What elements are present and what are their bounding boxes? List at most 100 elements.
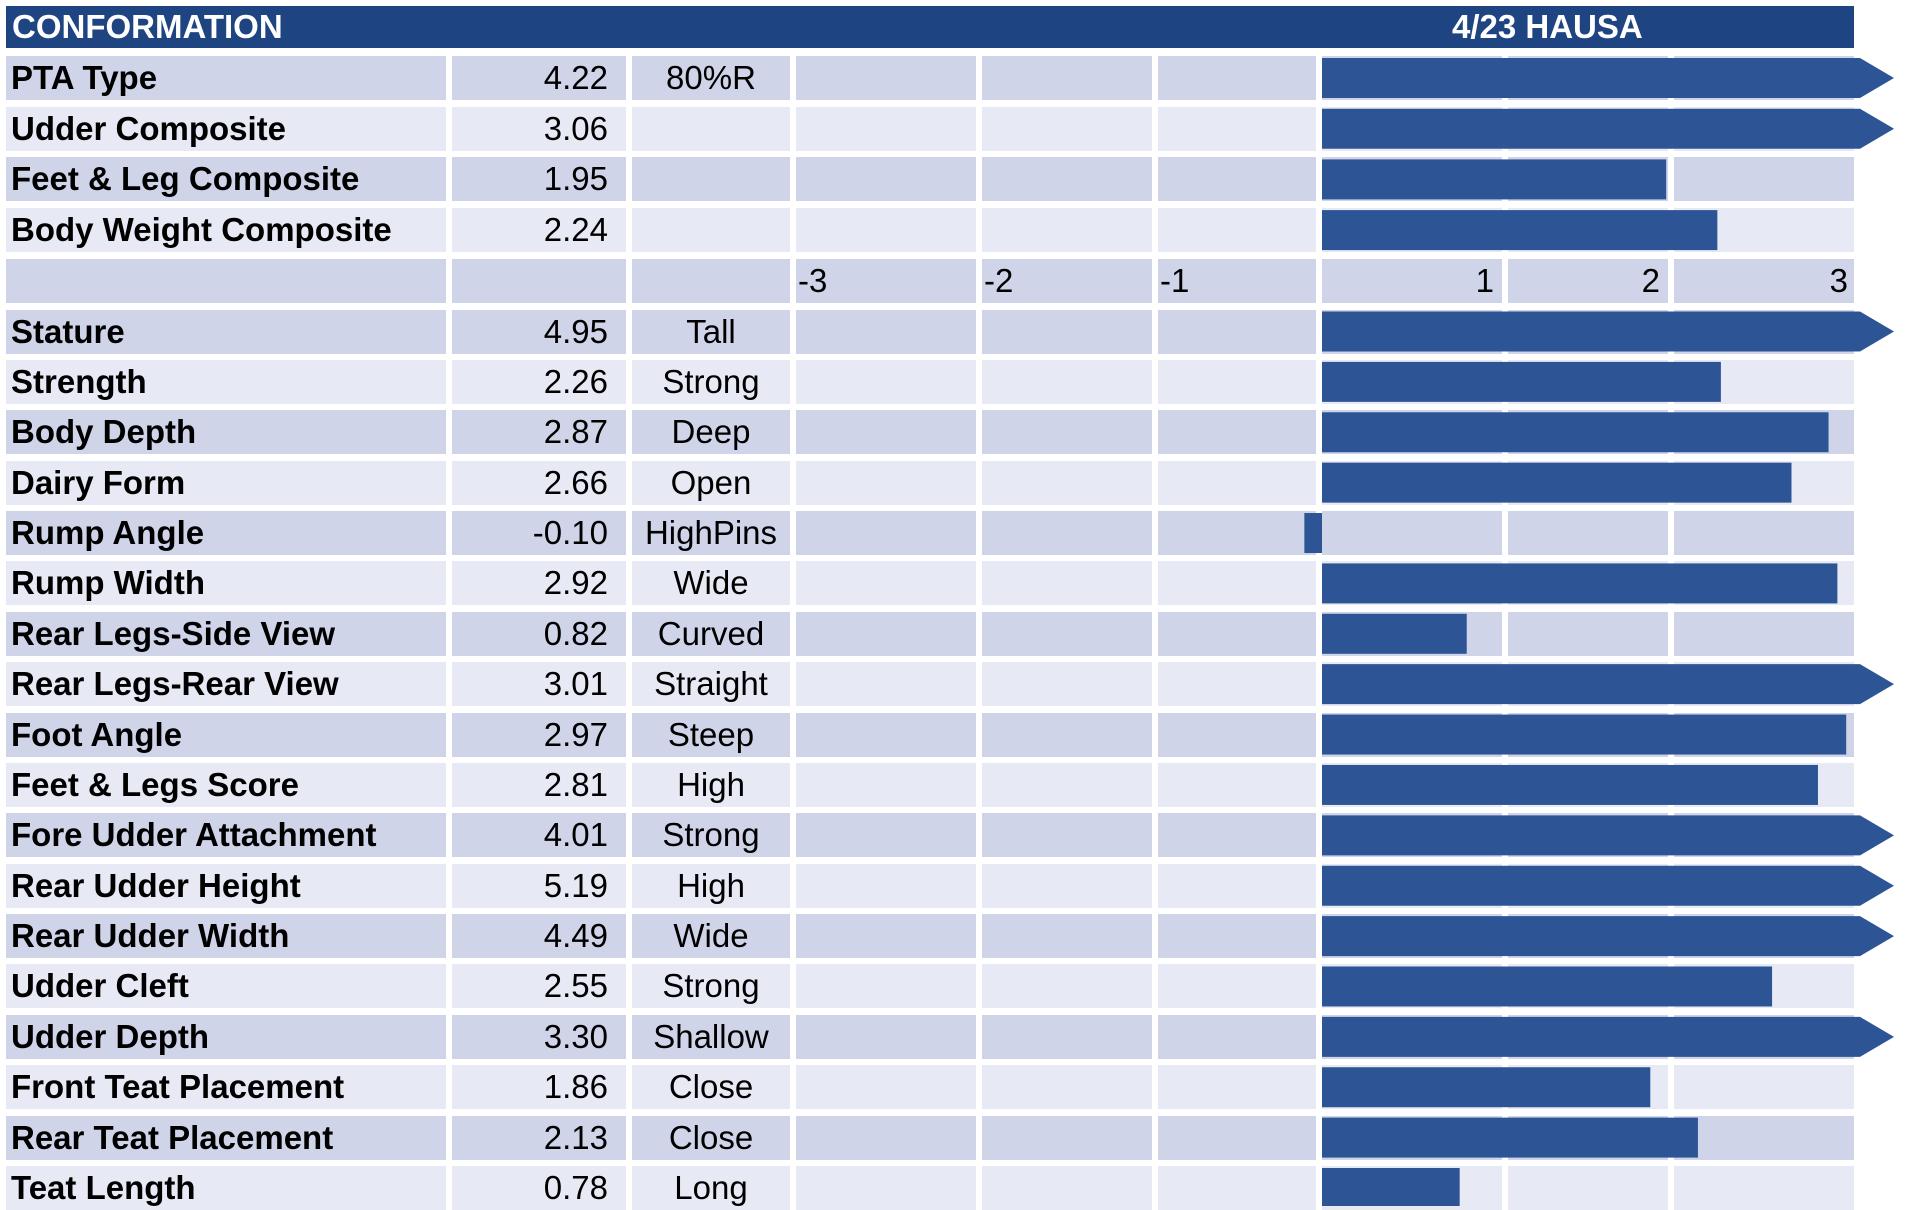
grid-cell: [982, 914, 1152, 959]
trait-descriptor: Wide: [632, 561, 790, 606]
grid-cell: [1674, 511, 1854, 556]
trait-value: 2.24: [452, 208, 626, 253]
trait-value: 4.22: [452, 56, 626, 100]
trait-value: 3.30: [452, 1014, 626, 1059]
trait-bar: [1322, 563, 1838, 604]
grid-cell: [796, 359, 976, 404]
grid-cell: [1508, 611, 1668, 656]
trait-value: 5.19: [452, 863, 626, 908]
evaluation-date: 4/23 HAUSA: [1452, 8, 1643, 45]
trait-label: Fore Udder Attachment: [6, 813, 446, 858]
trait-bar: [1322, 815, 1894, 856]
trait-label: Udder Cleft: [6, 964, 446, 1009]
grid-cell: [1158, 359, 1316, 404]
grid-cell: [982, 611, 1152, 656]
trait-value: 1.86: [452, 1065, 626, 1110]
trait-label: Front Teat Placement: [6, 1065, 446, 1110]
grid-cell: [796, 1014, 976, 1059]
grid-cell: [982, 208, 1152, 253]
axis-cell: [1674, 258, 1854, 303]
trait-label: Rump Width: [6, 561, 446, 606]
trait-value: 2.81: [452, 762, 626, 807]
grid-cell: [1674, 1166, 1854, 1210]
grid-cell: [796, 56, 976, 100]
trait-label: Rear Udder Width: [6, 914, 446, 959]
grid-cell: [982, 157, 1152, 202]
trait-value: 2.55: [452, 964, 626, 1009]
grid-cell: [1508, 1166, 1668, 1210]
trait-label: Strength: [6, 359, 446, 404]
axis-cell: [632, 258, 790, 303]
grid-cell: [1158, 208, 1316, 253]
trait-descriptor: [632, 208, 790, 253]
trait-bar: [1322, 764, 1818, 805]
grid-cell: [796, 157, 976, 202]
axis-tick-label: -2: [984, 261, 1014, 299]
grid-cell: [982, 1014, 1152, 1059]
trait-bar: [1322, 1016, 1894, 1057]
trait-bar: [1322, 311, 1894, 352]
grid-cell: [982, 511, 1152, 556]
grid-cell: [982, 964, 1152, 1009]
grid-cell: [1158, 914, 1316, 959]
axis-cell: [1158, 258, 1316, 303]
trait-descriptor: Open: [632, 460, 790, 505]
grid-cell: [796, 511, 976, 556]
trait-value: 1.95: [452, 157, 626, 202]
trait-bar: [1322, 714, 1847, 755]
trait-descriptor: Close: [632, 1115, 790, 1160]
grid-cell: [982, 863, 1152, 908]
grid-cell: [1158, 309, 1316, 354]
grid-cell: [796, 813, 976, 858]
grid-cell: [1158, 1065, 1316, 1110]
grid-cell: [1158, 712, 1316, 757]
grid-cell: [1322, 511, 1502, 556]
grid-cell: [1674, 1065, 1854, 1110]
trait-bar: [1322, 613, 1467, 654]
grid-cell: [1158, 56, 1316, 100]
trait-label: Dairy Form: [6, 460, 446, 505]
grid-cell: [1158, 1166, 1316, 1210]
grid-cell: [982, 561, 1152, 606]
grid-cell: [796, 662, 976, 707]
trait-value: 4.95: [452, 309, 626, 354]
grid-cell: [1674, 1115, 1854, 1160]
grid-cell: [796, 208, 976, 253]
grid-cell: [1158, 813, 1316, 858]
trait-bar: [1322, 966, 1773, 1007]
grid-cell: [796, 1065, 976, 1110]
trait-label: Rear Legs-Side View: [6, 611, 446, 656]
trait-label: Udder Composite: [6, 106, 446, 151]
trait-label: Rear Udder Height: [6, 863, 446, 908]
trait-value: 0.78: [452, 1166, 626, 1210]
axis-tick-label: -3: [798, 261, 828, 299]
trait-bar: [1322, 412, 1829, 453]
trait-bar: [1322, 865, 1894, 906]
trait-label: Rump Angle: [6, 511, 446, 556]
axis-tick-label: 2: [1641, 261, 1660, 299]
trait-value: 2.13: [452, 1115, 626, 1160]
trait-value: 2.66: [452, 460, 626, 505]
trait-label: Body Weight Composite: [6, 208, 446, 253]
grid-cell: [796, 106, 976, 151]
trait-descriptor: Deep: [632, 410, 790, 455]
grid-cell: [796, 309, 976, 354]
trait-bar: [1322, 58, 1894, 98]
grid-cell: [1158, 157, 1316, 202]
trait-descriptor: Steep: [632, 712, 790, 757]
axis-tick-label: -1: [1160, 261, 1190, 299]
trait-value: 4.01: [452, 813, 626, 858]
trait-bar: [1322, 210, 1718, 251]
grid-cell: [982, 762, 1152, 807]
grid-cell: [796, 460, 976, 505]
trait-bar: [1322, 1168, 1460, 1206]
trait-bar: [1322, 159, 1667, 200]
grid-cell: [982, 56, 1152, 100]
grid-cell: [1158, 410, 1316, 455]
grid-cell: [796, 561, 976, 606]
trait-bar: [1322, 664, 1894, 705]
grid-cell: [1158, 863, 1316, 908]
grid-cell: [982, 359, 1152, 404]
trait-descriptor: Close: [632, 1065, 790, 1110]
